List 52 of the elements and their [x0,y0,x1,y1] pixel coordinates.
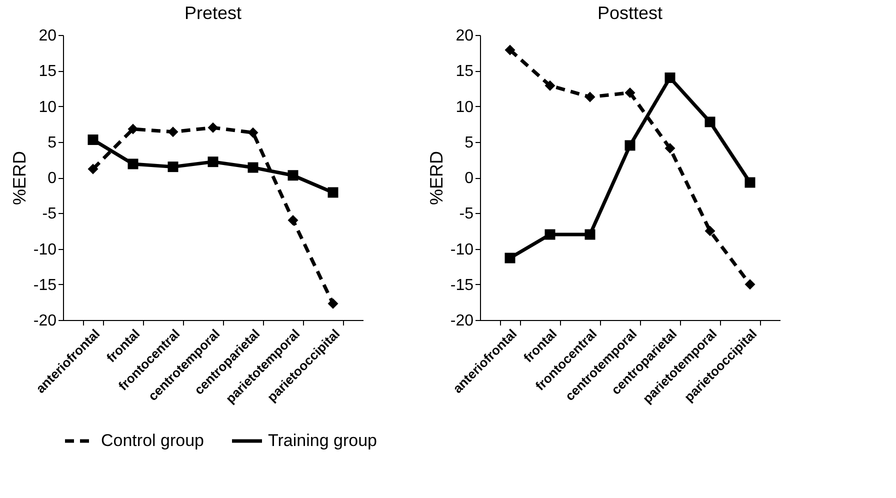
point [664,72,676,83]
y-tick-label: -5 [459,206,474,223]
y-axis-title: %ERD [426,150,446,206]
y-tick-label: -20 [33,312,57,330]
point [128,124,138,134]
y-tick-label: 10 [38,98,57,116]
point [248,127,258,138]
y-tick-label: 10 [456,98,474,116]
y-tick-label: 0 [464,170,474,187]
y-tick-label: -10 [450,241,474,258]
y-tick-label: 5 [48,134,57,152]
point [88,134,98,145]
point [288,215,298,226]
y-tick-label: -5 [42,206,57,223]
point [744,177,756,188]
y-axis-title: %ERD [9,150,30,206]
point [128,158,138,170]
y-tick-label: -15 [33,276,57,294]
y-tick-label: -15 [450,276,474,294]
point [168,126,178,138]
point [584,229,596,240]
y-tick-label: 20 [38,28,57,44]
point [328,187,338,198]
point [544,80,556,91]
y-tick-label: 20 [456,28,474,44]
y-tick-label: -10 [33,241,57,258]
point [248,162,258,173]
point [664,143,676,154]
point [584,92,596,102]
point [704,226,716,236]
point [208,122,218,133]
point [208,156,218,168]
y-tick-label: 15 [456,63,474,80]
y-tick-label: 0 [48,170,57,187]
point [504,252,516,264]
point [624,140,636,151]
point [168,162,178,172]
point [328,298,338,309]
y-tick-label: 15 [38,63,57,80]
legend-label: Control group [101,431,204,450]
point [88,164,98,174]
point [704,116,716,128]
chart-title: Pretest [184,3,242,23]
legend-label: Training group [268,431,377,450]
y-tick-label: 5 [464,134,474,152]
point [624,87,636,98]
y-tick-label: -20 [450,312,474,330]
chart-title: Posttest [597,3,663,23]
point [288,170,298,181]
point [544,229,556,240]
point [504,44,516,56]
point [744,279,756,290]
